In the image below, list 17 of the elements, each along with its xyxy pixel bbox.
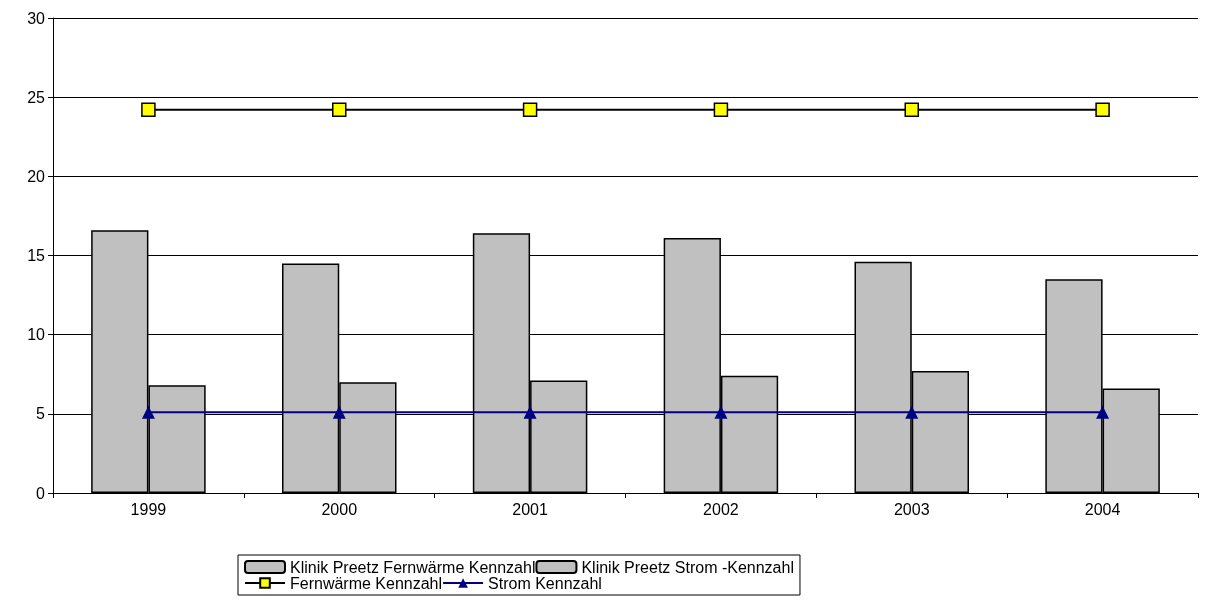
x-tick-label: 1999 [130, 500, 167, 518]
x-tick-label: 2000 [321, 500, 358, 518]
legend-label: Fernwärme Kennzahl [290, 574, 443, 592]
legend-label: Klinik Preetz Strom -Kennzahl [581, 558, 794, 576]
y-tick-label: 15 [27, 247, 46, 264]
x-tick-label: 2003 [893, 500, 930, 518]
x-tick-label: 2004 [1084, 500, 1121, 518]
y-tick-label: 0 [36, 484, 46, 502]
legend-label: Strom Kennzahl [488, 574, 602, 592]
y-tick-label: 20 [27, 167, 46, 185]
y-tick-label: 5 [36, 405, 46, 423]
y-tick-label: 10 [27, 326, 46, 344]
legend-label: Klinik Preetz Fernwärme Kennzahl [290, 558, 536, 576]
y-tick-label: 25 [27, 88, 46, 106]
x-tick-label: 2001 [512, 500, 548, 518]
x-tick-label: 2002 [703, 500, 739, 518]
y-tick-label: 30 [27, 9, 46, 27]
